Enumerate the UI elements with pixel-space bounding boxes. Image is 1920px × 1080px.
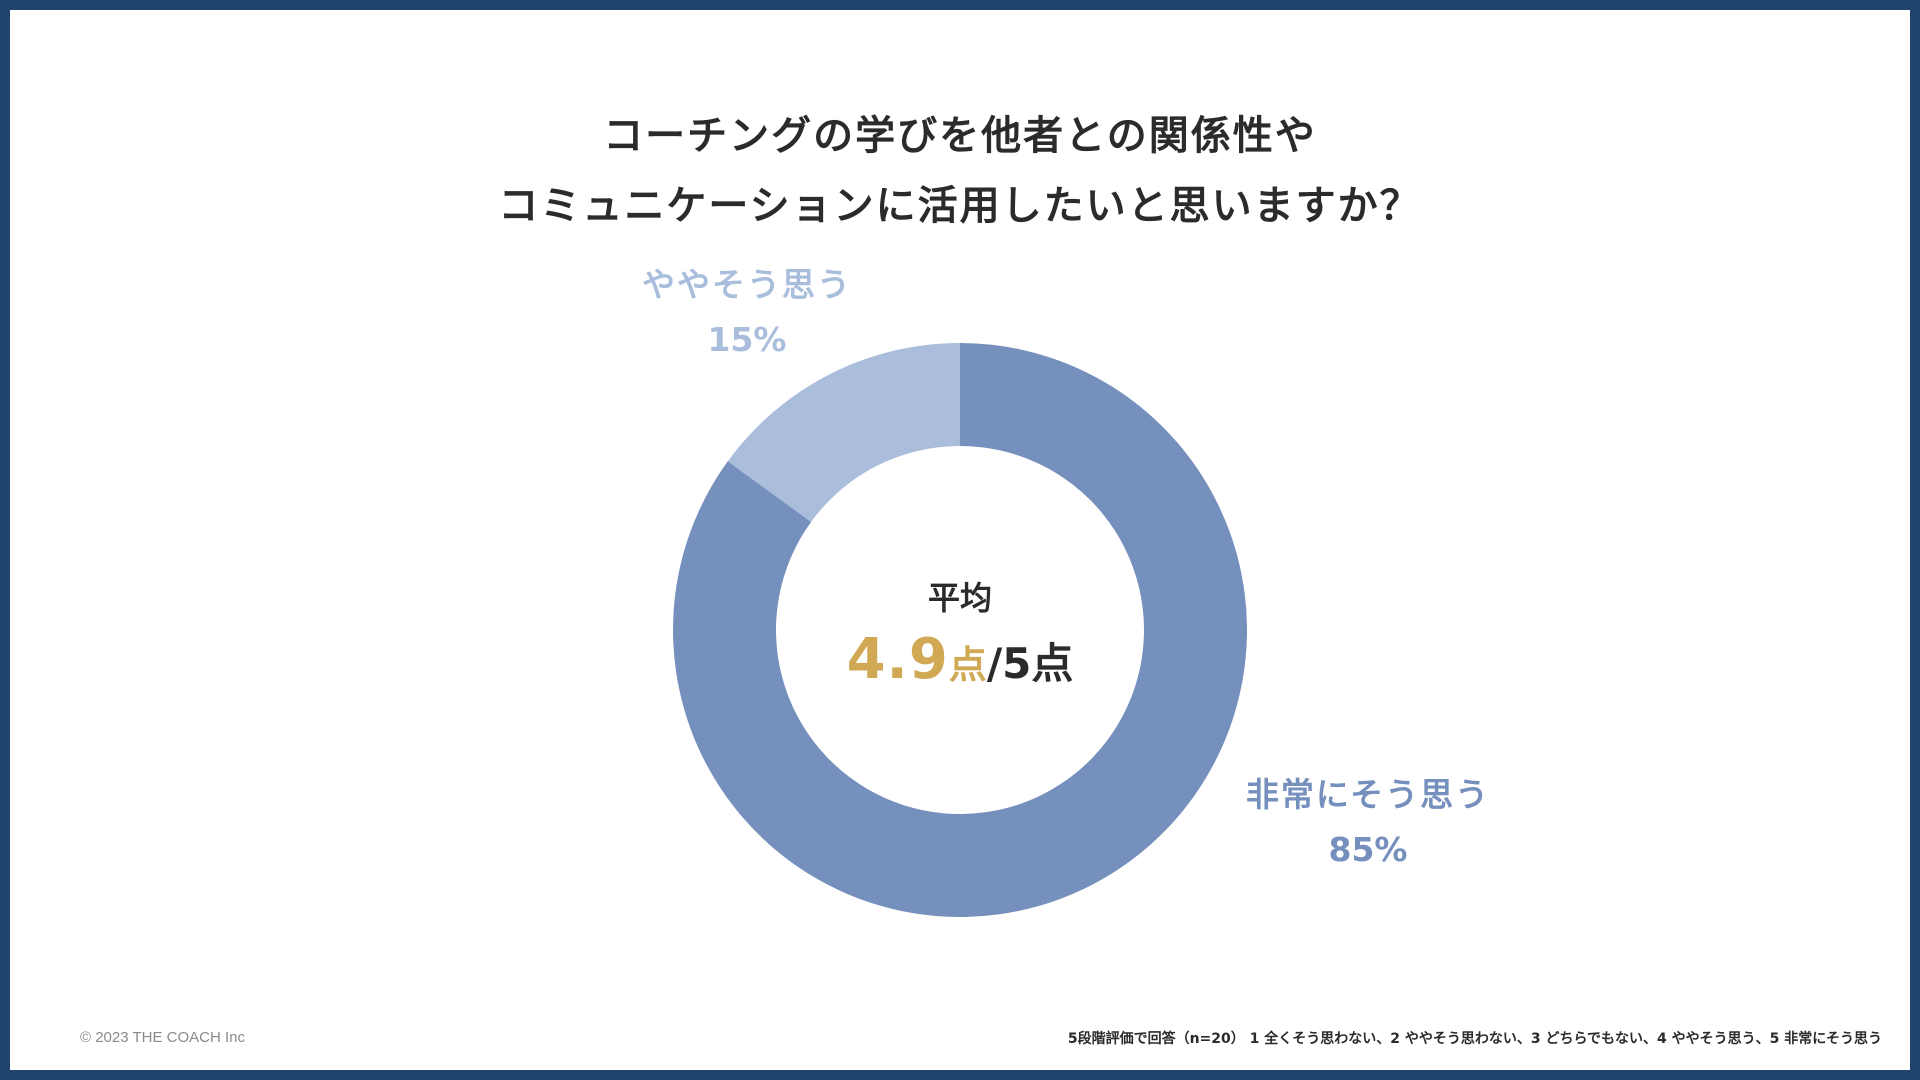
donut-slice-somewhat-agree (727, 343, 960, 522)
chart-title-line-1: コーチングの学びを他者との関係性や (603, 113, 1317, 159)
slice-label-name: 非常にそう思う (1245, 775, 1491, 814)
slice-label-name: ややそう思う (642, 265, 852, 304)
average-score-unit: 点 (948, 643, 987, 687)
slice-label-percent: 15% (707, 320, 787, 359)
slice-label-somewhat-agree: ややそう思う 15% (627, 268, 867, 356)
average-score-value: 4.9 (846, 627, 949, 692)
slice-label-strongly-agree: 非常にそう思う 85% (1228, 778, 1508, 866)
average-score-max: /5点 (986, 639, 1074, 688)
average-score: 4.9点/5点 (810, 627, 1110, 692)
donut-slice-strongly-agree (673, 343, 1248, 917)
average-label: 平均 (927, 579, 992, 617)
copyright: © 2023 THE COACH Inc (80, 1029, 245, 1046)
slice-label-percent: 85% (1328, 830, 1408, 869)
chart-title-line-2: コミュニケーションに活用したいと思いますか？ (498, 183, 1422, 229)
survey-note: 5段階評価で回答（n=20） 1 全くそう思わない、2 ややそう思わない、3 ど… (1067, 1031, 1882, 1047)
